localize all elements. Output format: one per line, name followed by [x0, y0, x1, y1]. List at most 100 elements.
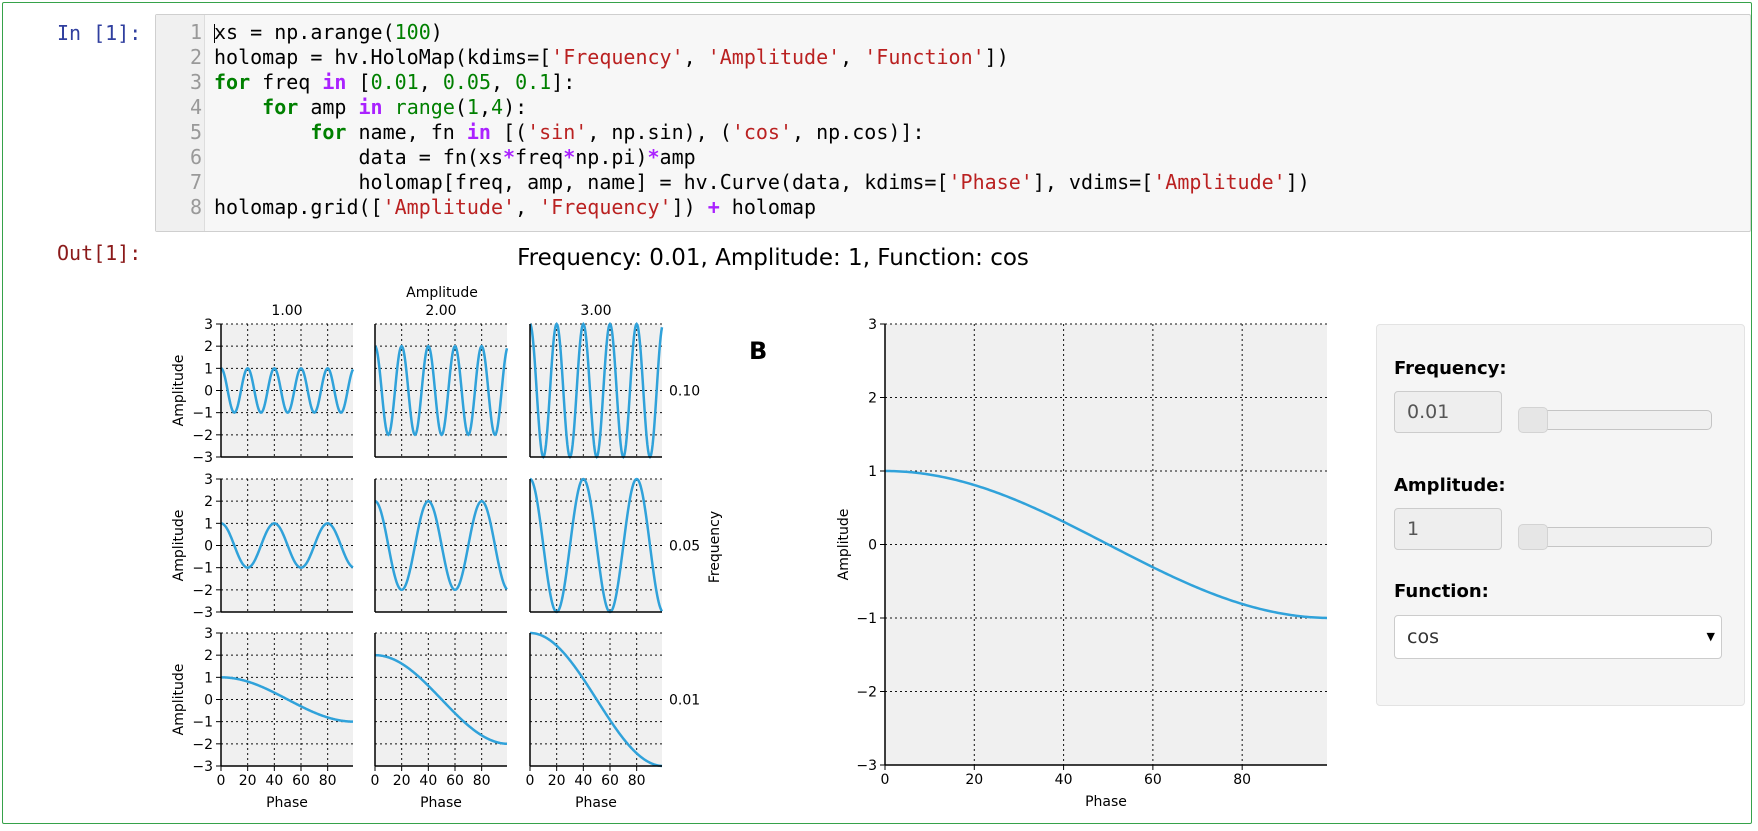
- code-text: holomap[freq, amp, name] = hv.Curve(data…: [214, 170, 1310, 194]
- function-dropdown[interactable]: cos ▼: [1394, 615, 1722, 659]
- cos-curve-line: [375, 653, 508, 746]
- y-tick-label: 2: [204, 494, 213, 510]
- y-tick-label: 0: [204, 693, 213, 709]
- y-tick-label: −1: [192, 561, 213, 577]
- y-tick-label: −3: [192, 759, 213, 775]
- y-axis-label: Amplitude: [171, 510, 187, 582]
- x-tick-label: 0: [371, 773, 380, 789]
- column-label: 1.00: [271, 303, 302, 319]
- line-number: 4: [189, 95, 202, 119]
- y-tick-label: −2: [856, 685, 877, 701]
- y-tick-label: 0: [868, 538, 877, 554]
- y-tick-label: 3: [204, 626, 213, 642]
- y-tick-label: 2: [204, 339, 213, 355]
- x-tick-label: 40: [419, 773, 437, 789]
- cos-curve-line: [374, 344, 509, 437]
- y-tick-label: −2: [192, 428, 213, 444]
- y-tick-label: −2: [192, 583, 213, 599]
- x-tick-label: 20: [239, 773, 257, 789]
- y-tick-label: 0: [204, 384, 213, 400]
- code-editor[interactable]: 1 xs = np.arange(100) 2 holomap = hv.HoloMa…: [155, 14, 1751, 232]
- code-text: data = fn(xs*freq*np.pi)*amp: [214, 145, 696, 169]
- cos-curve-line: [529, 477, 664, 614]
- line-number: 5: [189, 120, 202, 144]
- amplitude-slider-handle[interactable]: [1518, 524, 1548, 550]
- x-tick-label: 60: [292, 773, 310, 789]
- y-tick-label: −3: [192, 605, 213, 621]
- x-tick-label: 20: [393, 773, 411, 789]
- line-number: 6: [189, 145, 202, 169]
- x-tick-label: 80: [1233, 772, 1251, 788]
- column-label: 2.00: [425, 303, 456, 319]
- line-number: 1: [189, 20, 202, 44]
- cos-curve-line: [220, 676, 354, 723]
- x-axis-label: Phase: [420, 795, 462, 811]
- cos-curve-line: [220, 366, 355, 415]
- x-tick-label: 0: [526, 773, 535, 789]
- y-tick-label: −3: [856, 758, 877, 774]
- y-axis-label: Amplitude: [171, 664, 187, 736]
- y-tick-label: 1: [868, 464, 877, 480]
- code-text: for name, fn in [('sin', np.sin), ('cos'…: [310, 120, 925, 144]
- x-tick-label: 40: [1055, 772, 1073, 788]
- y-axis-label: Amplitude: [171, 355, 187, 427]
- code-text: holomap = hv.HoloMap(kdims=['Frequency',…: [214, 45, 1009, 69]
- text-cursor: [214, 24, 215, 43]
- y-tick-label: −1: [856, 611, 877, 627]
- row-label: 0.01: [669, 693, 700, 709]
- y-tick-label: 3: [868, 317, 877, 333]
- figure-title: Frequency: 0.01, Amplitude: 1, Function:…: [517, 245, 1029, 271]
- x-tick-label: 80: [628, 773, 646, 789]
- x-tick-label: 40: [265, 773, 283, 789]
- function-dropdown-value: cos: [1407, 626, 1439, 648]
- y-tick-label: 3: [204, 317, 213, 333]
- code-text: holomap.grid(['Amplitude', 'Frequency'])…: [214, 195, 817, 219]
- x-tick-label: 60: [1144, 772, 1162, 788]
- x-tick-label: 60: [446, 773, 464, 789]
- output-prompt: Out[1]:: [57, 241, 142, 265]
- frequency-value-field[interactable]: 0.01: [1394, 391, 1502, 433]
- amplitude-label: Amplitude:: [1394, 475, 1506, 496]
- line-number-gutter: [156, 15, 205, 231]
- x-axis-label: Phase: [575, 795, 617, 811]
- y-tick-label: 3: [204, 472, 213, 488]
- y-tick-label: 1: [204, 670, 213, 686]
- amplitude-value-field[interactable]: 1: [1394, 508, 1502, 550]
- row-dimension-label: Frequency: [707, 511, 723, 583]
- x-tick-label: 0: [881, 772, 890, 788]
- panel-label: B: [749, 337, 768, 365]
- caret-down-icon: ▼: [1706, 630, 1715, 643]
- code-text: for freq in [0.01, 0.05, 0.1]:: [214, 70, 576, 94]
- x-tick-label: 0: [217, 773, 226, 789]
- cos-curve-line: [529, 631, 663, 768]
- frequency-slider-handle[interactable]: [1518, 407, 1548, 433]
- y-tick-label: −1: [192, 406, 213, 422]
- cos-curve-line: [529, 322, 664, 459]
- x-tick-label: 80: [319, 773, 337, 789]
- frequency-label: Frequency:: [1394, 358, 1507, 379]
- cos-curve-line: [374, 499, 508, 592]
- code-text: xs = np.arange(100): [214, 20, 443, 44]
- column-label: 3.00: [580, 303, 611, 319]
- y-tick-label: 0: [204, 539, 213, 555]
- x-tick-label: 20: [965, 772, 983, 788]
- line-number: 8: [189, 195, 202, 219]
- amplitude-slider[interactable]: [1518, 524, 1712, 550]
- x-axis-label: Phase: [1085, 794, 1127, 810]
- code-text: for amp in range(1,4):: [262, 95, 528, 119]
- grid-plot: 3 2 1 0 −1 −2 −3 Amplitude 0.10 3 2 1 0 −1 −2 −3 Amplitu…: [171, 285, 723, 811]
- y-tick-label: 1: [204, 516, 213, 532]
- row-label: 0.10: [669, 384, 700, 400]
- column-dimension-label: Amplitude: [406, 285, 478, 301]
- cos-curve-line: [884, 469, 1328, 620]
- y-tick-label: 2: [868, 391, 877, 407]
- input-prompt: In [1]:: [57, 21, 142, 45]
- frequency-slider[interactable]: [1518, 407, 1712, 433]
- y-tick-label: 2: [204, 648, 213, 664]
- line-number: 3: [189, 70, 202, 94]
- y-axis-label: Amplitude: [836, 509, 852, 581]
- x-tick-label: 60: [601, 773, 619, 789]
- x-tick-label: 20: [548, 773, 566, 789]
- y-tick-label: 1: [204, 361, 213, 377]
